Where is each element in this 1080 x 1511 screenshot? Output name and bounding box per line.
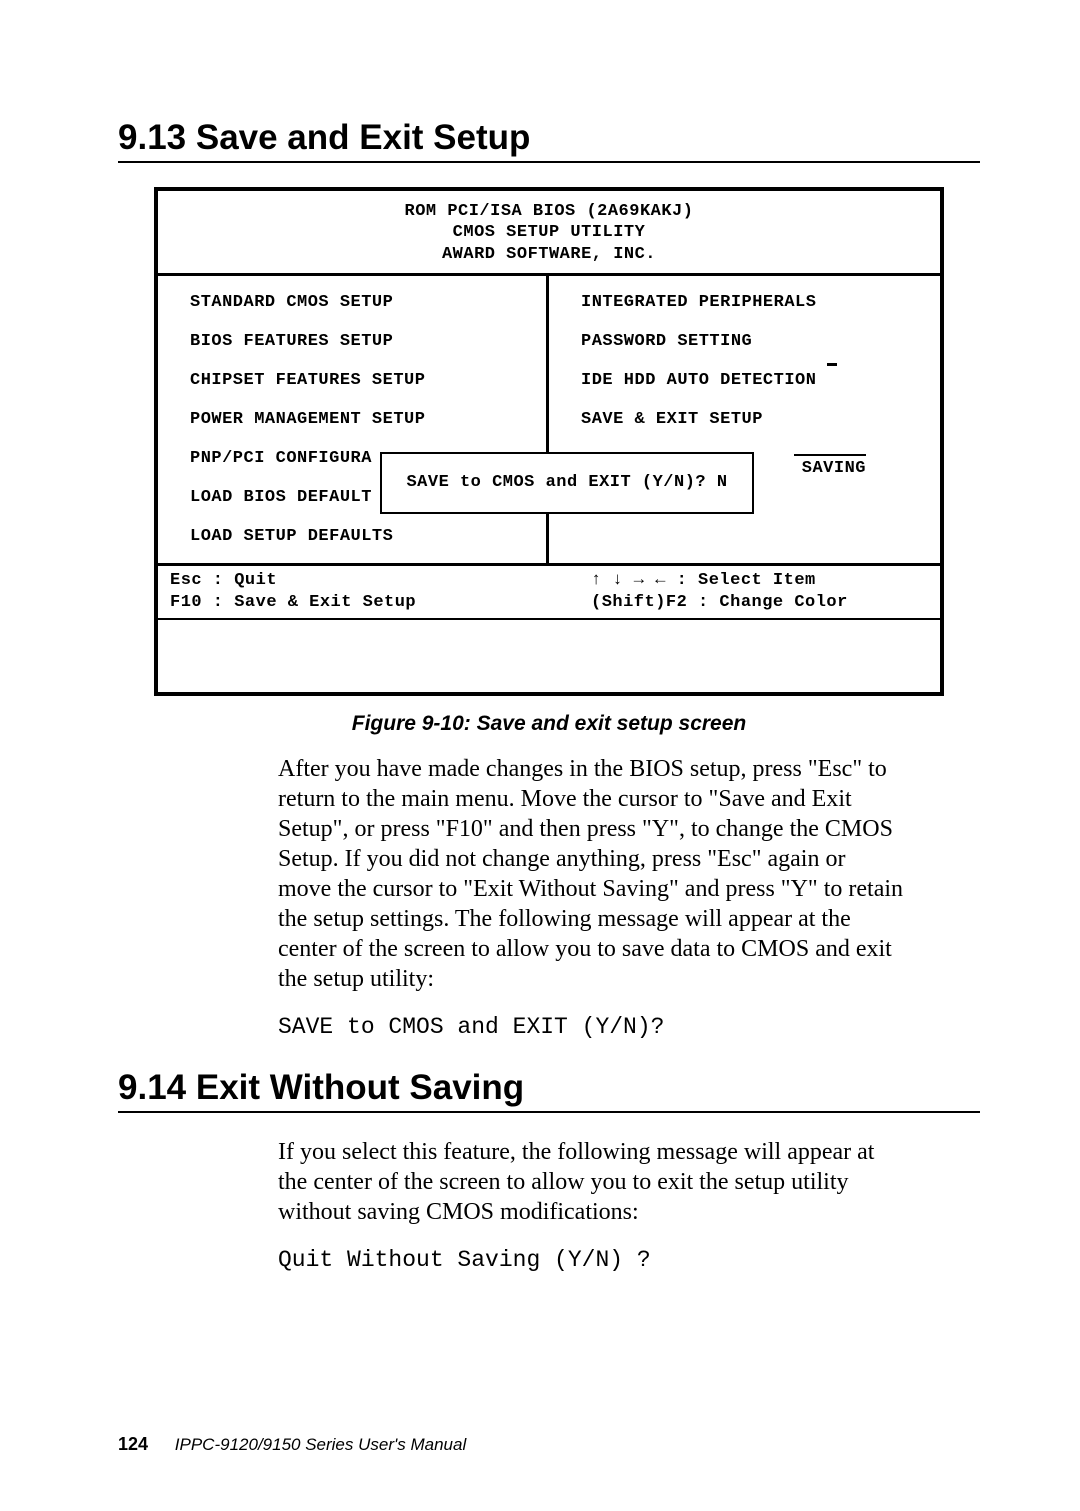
body-paragraph-913: After you have made changes in the BIOS … <box>278 754 904 994</box>
page-number: 124 <box>118 1434 148 1454</box>
title-rule <box>118 161 980 163</box>
bios-header-line: ROM PCI/ISA BIOS (2A69KAKJ) <box>158 201 940 222</box>
bios-menu-item: POWER MANAGEMENT SETUP <box>190 411 546 428</box>
manual-title: IPPC-9120/9150 Series User's Manual <box>175 1435 466 1454</box>
bios-footer-line: ↑ ↓ → ← : Select Item <box>591 570 940 592</box>
bios-footer-right: ↑ ↓ → ← : Select Item (Shift)F2 : Change… <box>555 570 940 614</box>
bios-header: ROM PCI/ISA BIOS (2A69KAKJ) CMOS SETUP U… <box>158 191 940 273</box>
bios-footer-line: F10 : Save & Exit Setup <box>170 592 555 614</box>
bios-screenshot: ROM PCI/ISA BIOS (2A69KAKJ) CMOS SETUP U… <box>154 187 944 696</box>
body-paragraph-914: If you select this feature, the followin… <box>278 1137 904 1227</box>
bios-save-dialog: SAVE to CMOS and EXIT (Y/N)? N <box>380 452 754 514</box>
figure-caption: Figure 9-10: Save and exit setup screen <box>118 712 980 736</box>
bios-dialog-text: SAVE to CMOS and EXIT (Y/N)? N <box>406 474 727 491</box>
bios-right-column: INTEGRATED PERIPHERALS PASSWORD SETTING … <box>549 276 940 563</box>
bios-footer: Esc : Quit F10 : Save & Exit Setup ↑ ↓ →… <box>158 566 940 618</box>
title-rule <box>118 1111 980 1113</box>
code-line-914: Quit Without Saving (Y/N) ? <box>278 1247 904 1273</box>
bios-footer-line: (Shift)F2 : Change Color <box>591 592 940 614</box>
bios-left-column: STANDARD CMOS SETUP BIOS FEATURES SETUP … <box>158 276 549 563</box>
bios-menu-item: IDE HDD AUTO DETECTION <box>581 372 940 389</box>
bios-main-area: STANDARD CMOS SETUP BIOS FEATURES SETUP … <box>158 273 940 566</box>
bios-menu-item: STANDARD CMOS SETUP <box>190 294 546 311</box>
bios-menu-item: INTEGRATED PERIPHERALS <box>581 294 940 311</box>
bios-menu-item: SAVE & EXIT SETUP <box>581 411 940 428</box>
bios-menu-item: BIOS FEATURES SETUP <box>190 333 546 350</box>
bios-saving-label: SAVING <box>794 454 866 477</box>
bios-menu-item: PASSWORD SETTING <box>581 333 940 350</box>
bios-menu-item-label: IDE HDD AUTO DETECTION <box>581 371 816 390</box>
cursor-icon <box>827 363 837 366</box>
bios-header-line: CMOS SETUP UTILITY <box>158 222 940 243</box>
bios-extra-area <box>158 618 940 692</box>
bios-menu-item-label: PASSWORD SETTING <box>581 332 752 351</box>
section-title-913: 9.13 Save and Exit Setup <box>118 118 980 158</box>
page-footer: 124 IPPC-9120/9150 Series User's Manual <box>118 1434 466 1455</box>
bios-footer-line: Esc : Quit <box>170 570 555 592</box>
code-line-913: SAVE to CMOS and EXIT (Y/N)? <box>278 1014 904 1040</box>
bios-header-line: AWARD SOFTWARE, INC. <box>158 244 940 265</box>
bios-footer-left: Esc : Quit F10 : Save & Exit Setup <box>170 570 555 614</box>
section-title-914: 9.14 Exit Without Saving <box>118 1068 980 1108</box>
bios-menu-item: LOAD SETUP DEFAULTS <box>190 528 546 545</box>
bios-menu-item: CHIPSET FEATURES SETUP <box>190 372 546 389</box>
